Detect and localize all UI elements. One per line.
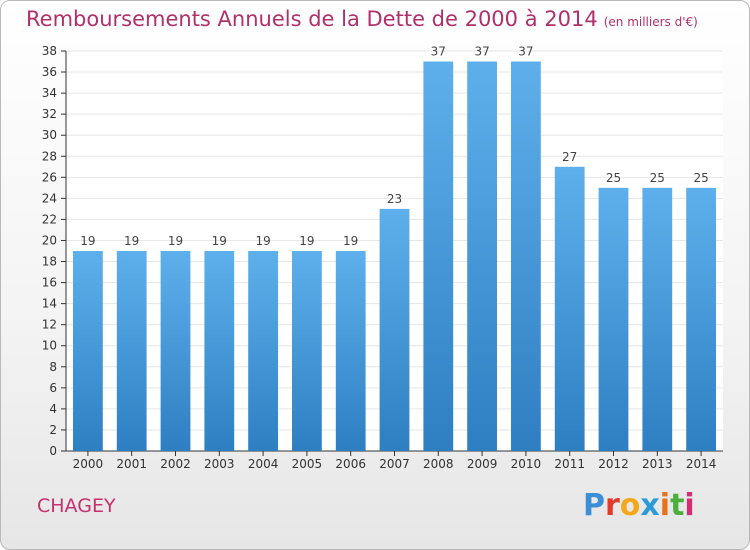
logo-letter: P <box>583 488 605 523</box>
bar <box>379 208 410 451</box>
x-tick-label: 2010 <box>511 457 542 471</box>
bar <box>248 251 278 451</box>
y-tick-label: 30 <box>42 128 57 142</box>
x-tick-label: 2013 <box>642 457 673 471</box>
y-tick-label: 8 <box>49 360 57 374</box>
bar <box>160 251 191 451</box>
bar-value-label: 19 <box>168 234 183 248</box>
x-tick-label: 2005 <box>292 457 323 471</box>
bar-value-label: 25 <box>693 171 708 185</box>
bar <box>642 187 673 451</box>
x-tick-label: 2003 <box>204 457 235 471</box>
logo-letter: i <box>684 488 695 523</box>
bar-value-label: 19 <box>343 234 358 248</box>
bar <box>292 251 322 451</box>
bar <box>511 61 541 452</box>
y-tick-label: 16 <box>42 276 57 290</box>
y-tick-label: 22 <box>42 212 57 226</box>
chart-title: Remboursements Annuels de la Dette de 20… <box>26 7 698 31</box>
bar <box>423 61 454 452</box>
y-tick-label: 2 <box>49 423 57 437</box>
logo-letter: r <box>605 488 620 523</box>
x-tick-label: 2001 <box>116 457 147 471</box>
y-tick-label: 0 <box>49 444 57 458</box>
bar-value-label: 19 <box>299 234 314 248</box>
bar-value-label: 19 <box>212 234 227 248</box>
x-tick-label: 2000 <box>73 457 104 471</box>
x-tick-label: 2007 <box>379 457 410 471</box>
bar <box>335 251 366 451</box>
y-tick-label: 38 <box>42 44 57 58</box>
bar-value-label: 19 <box>124 234 139 248</box>
bar-value-label: 19 <box>80 234 95 248</box>
chart-title-text: Remboursements Annuels de la Dette de 20… <box>26 7 598 31</box>
bar-value-label: 37 <box>431 45 446 59</box>
y-tick-label: 34 <box>42 86 57 100</box>
bar <box>554 166 585 451</box>
logo-letter: o <box>619 488 641 523</box>
bar-value-label: 19 <box>255 234 270 248</box>
y-tick-label: 20 <box>42 233 57 247</box>
y-tick-label: 12 <box>42 318 57 332</box>
logo-letter: t <box>670 488 685 523</box>
y-tick-label: 14 <box>42 297 57 311</box>
y-tick-label: 32 <box>42 107 57 121</box>
commune-name: CHAGEY <box>37 495 116 517</box>
y-tick-label: 18 <box>42 255 57 269</box>
y-tick-label: 10 <box>42 339 57 353</box>
logo-letter: i <box>659 488 671 523</box>
x-tick-label: 2014 <box>686 457 717 471</box>
bar <box>598 187 629 451</box>
bar <box>467 61 497 452</box>
y-tick-label: 4 <box>49 402 57 416</box>
bar <box>686 187 716 451</box>
x-tick-label: 2002 <box>160 457 191 471</box>
x-tick-label: 2012 <box>598 457 629 471</box>
x-tick-label: 2004 <box>248 457 279 471</box>
bar-value-label: 37 <box>518 45 533 59</box>
bar-value-label: 37 <box>474 45 489 59</box>
bar-value-label: 23 <box>387 192 402 206</box>
y-tick-label: 36 <box>42 65 57 79</box>
bar <box>73 251 103 451</box>
bar-value-label: 27 <box>562 150 577 164</box>
bar <box>204 251 235 451</box>
x-tick-label: 2011 <box>554 457 585 471</box>
bar-value-label: 25 <box>650 171 665 185</box>
bar-value-label: 25 <box>606 171 621 185</box>
x-tick-label: 2008 <box>423 457 454 471</box>
x-tick-label: 2009 <box>467 457 498 471</box>
y-tick-label: 28 <box>42 149 57 163</box>
y-tick-label: 24 <box>42 191 57 205</box>
logo-letter: x <box>640 488 660 523</box>
chart-unit: (en milliers d'€) <box>603 15 698 29</box>
y-tick-label: 6 <box>49 381 57 395</box>
proxiti-logo[interactable]: Proxiti <box>583 488 695 523</box>
y-tick-label: 26 <box>42 170 57 184</box>
bar <box>116 251 147 451</box>
x-tick-label: 2006 <box>335 457 366 471</box>
